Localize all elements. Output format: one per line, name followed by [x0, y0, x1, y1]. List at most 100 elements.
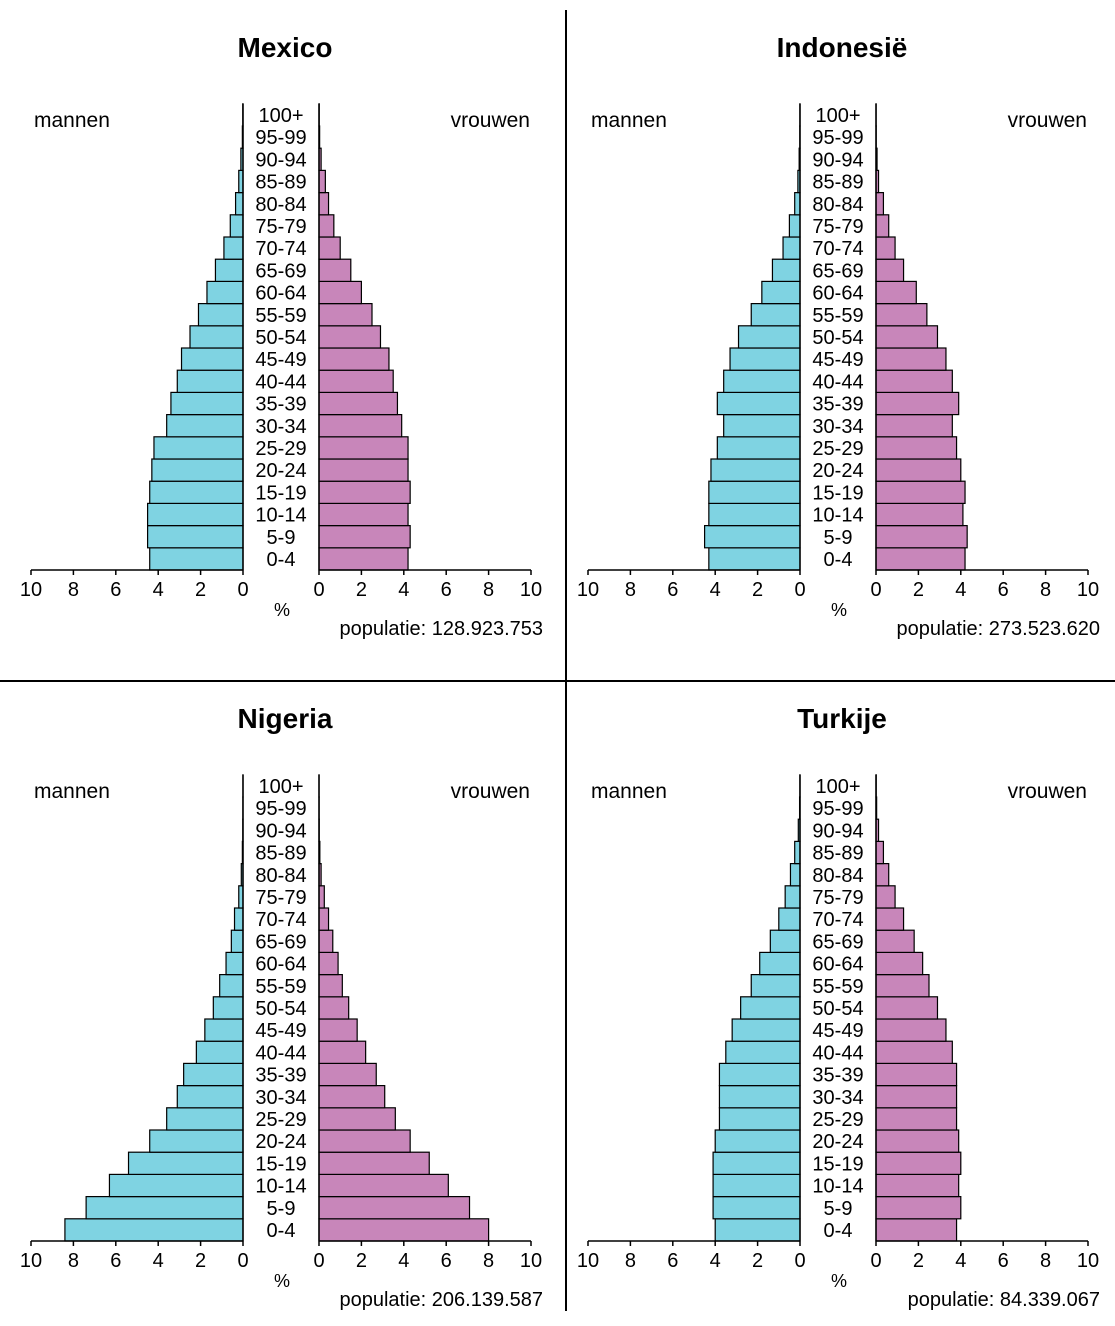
bar-female-0-4: [319, 548, 408, 570]
x-tick-label-left: 8: [625, 1250, 636, 1272]
age-label-60-64: 60-64: [812, 954, 863, 976]
age-label-80-84: 80-84: [812, 194, 863, 216]
age-label-60-64: 60-64: [255, 954, 306, 976]
population-label: populatie: 273.523.620: [896, 618, 1100, 640]
age-label-95-99: 95-99: [255, 798, 306, 820]
age-label-65-69: 65-69: [812, 931, 863, 953]
left-series-label: mannen: [34, 780, 110, 803]
bar-male-65-69: [215, 259, 243, 281]
bar-male-70-74: [783, 237, 800, 259]
age-label-20-24: 20-24: [255, 1131, 306, 1153]
age-label-90-94: 90-94: [255, 820, 306, 842]
bar-male-35-39: [171, 392, 243, 414]
chart-title-mexico: Mexico: [238, 32, 333, 63]
x-tick-label-left: 4: [710, 1250, 721, 1272]
bar-female-60-64: [319, 281, 361, 303]
x-tick-label-left: 2: [752, 1250, 763, 1272]
bar-male-25-29: [167, 1108, 243, 1130]
age-label-70-74: 70-74: [812, 238, 863, 260]
age-label-0-4: 0-4: [824, 1220, 853, 1242]
age-label-80-84: 80-84: [255, 865, 306, 887]
bar-female-5-9: [876, 526, 967, 548]
x-tick-label-left: 0: [237, 579, 248, 601]
age-label-30-34: 30-34: [812, 416, 863, 438]
age-label-40-44: 40-44: [255, 371, 306, 393]
age-label-10-14: 10-14: [812, 505, 863, 527]
bar-female-10-14: [319, 503, 408, 525]
bar-female-25-29: [319, 1108, 395, 1130]
x-tick-label-right: 6: [441, 579, 452, 601]
bar-female-55-59: [876, 304, 927, 326]
age-label-40-44: 40-44: [812, 371, 863, 393]
age-label-15-19: 15-19: [255, 1153, 306, 1175]
x-tick-label-right: 2: [913, 1250, 924, 1272]
bar-female-55-59: [319, 975, 342, 997]
bar-male-70-74: [779, 908, 800, 930]
age-label-5-9: 5-9: [824, 1198, 853, 1220]
bar-male-5-9: [705, 526, 800, 548]
bar-male-0-4: [65, 1219, 243, 1241]
age-label-55-59: 55-59: [812, 305, 863, 327]
x-tick-label-right: 4: [398, 579, 409, 601]
bar-female-45-49: [319, 348, 389, 370]
age-label-75-79: 75-79: [812, 216, 863, 238]
bar-male-50-54: [213, 997, 243, 1019]
bar-male-30-34: [724, 415, 800, 437]
bar-male-15-19: [129, 1152, 243, 1174]
x-tick-label-left: 10: [20, 579, 42, 601]
bar-female-75-79: [319, 215, 334, 237]
bar-female-20-24: [319, 1130, 410, 1152]
age-label-5-9: 5-9: [824, 527, 853, 549]
bar-male-65-69: [772, 259, 800, 281]
bar-female-60-64: [876, 281, 916, 303]
x-tick-label-left: 2: [195, 579, 206, 601]
age-label-30-34: 30-34: [812, 1087, 863, 1109]
bar-male-0-4: [150, 548, 243, 570]
bar-male-75-79: [230, 215, 243, 237]
x-tick-label-left: 8: [625, 579, 636, 601]
bar-male-70-74: [235, 908, 243, 930]
bar-female-85-89: [876, 841, 883, 863]
age-label-55-59: 55-59: [255, 305, 306, 327]
age-label-60-64: 60-64: [812, 283, 863, 305]
x-tick-label-left: 2: [752, 579, 763, 601]
bar-female-70-74: [876, 237, 895, 259]
bar-male-45-49: [182, 348, 243, 370]
bar-male-0-4: [715, 1219, 800, 1241]
right-series-label: vrouwen: [451, 109, 530, 132]
age-label-55-59: 55-59: [812, 976, 863, 998]
age-label-65-69: 65-69: [812, 260, 863, 282]
bar-female-0-4: [319, 1219, 489, 1241]
bar-male-30-34: [167, 415, 243, 437]
x-tick-label-right: 6: [998, 1250, 1009, 1272]
bar-male-60-64: [226, 952, 243, 974]
bar-female-70-74: [319, 237, 340, 259]
bar-male-40-44: [177, 370, 243, 392]
x-tick-label-right: 0: [870, 1250, 881, 1272]
bar-male-60-64: [760, 952, 800, 974]
age-label-95-99: 95-99: [812, 127, 863, 149]
bar-female-15-19: [319, 1152, 429, 1174]
x-tick-label-left: 4: [153, 1250, 164, 1272]
bar-male-30-34: [177, 1086, 243, 1108]
bar-female-70-74: [876, 908, 904, 930]
bar-female-55-59: [319, 304, 372, 326]
age-label-85-89: 85-89: [812, 172, 863, 194]
bar-female-20-24: [876, 1130, 959, 1152]
population-label: populatie: 206.139.587: [339, 1289, 543, 1311]
bar-female-50-54: [876, 326, 937, 348]
age-label-0-4: 0-4: [824, 549, 853, 571]
x-tick-label-right: 10: [1077, 1250, 1099, 1272]
age-label-25-29: 25-29: [255, 438, 306, 460]
bar-female-10-14: [876, 1174, 959, 1196]
bar-female-35-39: [319, 1063, 376, 1085]
population-label: populatie: 128.923.753: [339, 618, 543, 640]
x-tick-label-right: 0: [870, 579, 881, 601]
bar-male-20-24: [711, 459, 800, 481]
bar-male-15-19: [709, 481, 800, 503]
bar-male-80-84: [790, 864, 800, 886]
